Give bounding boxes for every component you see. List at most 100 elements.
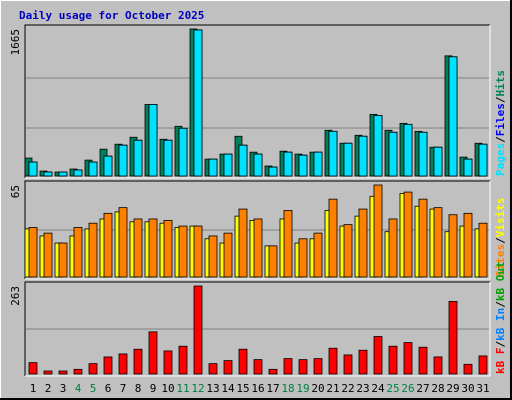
bar (478, 355, 488, 375)
bar (448, 214, 458, 278)
plot-bevel (25, 25, 491, 179)
x-tick-label: 10 (161, 382, 174, 395)
bar (478, 222, 488, 278)
y-tick-label: 1665 (9, 29, 22, 56)
bar (88, 161, 98, 177)
bar (193, 285, 203, 375)
bar (193, 29, 203, 177)
x-tick-label: 12 (191, 382, 204, 395)
bar (268, 166, 278, 177)
bar (88, 222, 98, 278)
legend-separator: / (494, 96, 507, 103)
bar (118, 353, 128, 375)
x-tick-label: 26 (401, 382, 414, 395)
plot-bevel (24, 24, 490, 178)
x-tick-label: 14 (221, 382, 235, 395)
x-tick-label: 15 (236, 382, 249, 395)
bar (283, 151, 293, 177)
x-tick-label: 23 (356, 382, 369, 395)
bar (463, 212, 473, 278)
bar (448, 56, 458, 177)
bar (373, 184, 383, 278)
bar (328, 198, 338, 278)
bar (73, 169, 83, 177)
bar (73, 368, 83, 375)
bar (163, 350, 173, 375)
bar (283, 358, 293, 375)
bar (403, 191, 413, 278)
bar (28, 227, 38, 278)
x-tick-label: 29 (446, 382, 459, 395)
bar (58, 370, 68, 375)
bar (328, 347, 338, 375)
x-tick-label: 24 (371, 382, 385, 395)
legend-entry: Pages (494, 143, 507, 176)
bar (433, 207, 443, 278)
bar (433, 356, 443, 375)
bar (58, 242, 68, 278)
x-tick-label: 16 (251, 382, 264, 395)
bar (253, 153, 263, 177)
bar (118, 207, 128, 278)
x-tick-label: 17 (266, 382, 279, 395)
x-tick-label: 21 (326, 382, 339, 395)
x-tick-label: 22 (341, 382, 354, 395)
bar (298, 359, 308, 375)
x-tick-label: 4 (75, 382, 82, 395)
bar (253, 359, 263, 375)
bar (358, 349, 368, 375)
bar (238, 208, 248, 278)
x-tick-label: 9 (150, 382, 157, 395)
bar (373, 336, 383, 375)
legend-entry: Hits (494, 70, 507, 97)
chart-title: Daily usage for October 2025 (19, 9, 204, 22)
bar (58, 171, 68, 177)
bar (463, 363, 473, 375)
bar (343, 224, 353, 278)
bar (103, 155, 113, 177)
bar (313, 151, 323, 177)
bar (418, 346, 428, 375)
plot-bevel (25, 282, 491, 377)
bar (28, 161, 38, 177)
legend-entry: Sites (494, 244, 507, 277)
legend-separator: / (494, 136, 507, 143)
bar (43, 370, 53, 375)
x-tick-label: 30 (461, 382, 474, 395)
x-tick-label: 18 (281, 382, 294, 395)
bar (433, 146, 443, 177)
bar (178, 225, 188, 278)
bar (28, 362, 38, 375)
bar (343, 142, 353, 177)
x-tick-label: 20 (311, 382, 324, 395)
x-tick-label: 28 (431, 382, 444, 395)
x-tick-label: 25 (386, 382, 399, 395)
x-tick-label: 2 (45, 382, 52, 395)
bar (418, 198, 428, 278)
bar (373, 115, 383, 177)
bar (208, 158, 218, 177)
legend-separator: / (494, 341, 507, 348)
x-tick-label: 1 (30, 382, 37, 395)
bar (208, 363, 218, 375)
bar (418, 131, 428, 177)
bar (133, 218, 143, 278)
x-tick-label: 8 (135, 382, 142, 395)
bar (223, 153, 233, 177)
bar (148, 331, 158, 375)
bar (208, 235, 218, 278)
x-tick-label: 19 (296, 382, 309, 395)
legend-separator: / (494, 237, 507, 244)
y-tick-label: 65 (9, 185, 22, 198)
bar (313, 358, 323, 375)
bar (88, 363, 98, 375)
legend: Pages/Files/Hits (494, 70, 507, 176)
bar (358, 208, 368, 278)
legend: Sites/Visits (494, 198, 507, 278)
bar (148, 218, 158, 278)
bar (178, 127, 188, 177)
bar (298, 154, 308, 177)
x-tick-label: 3 (60, 382, 67, 395)
